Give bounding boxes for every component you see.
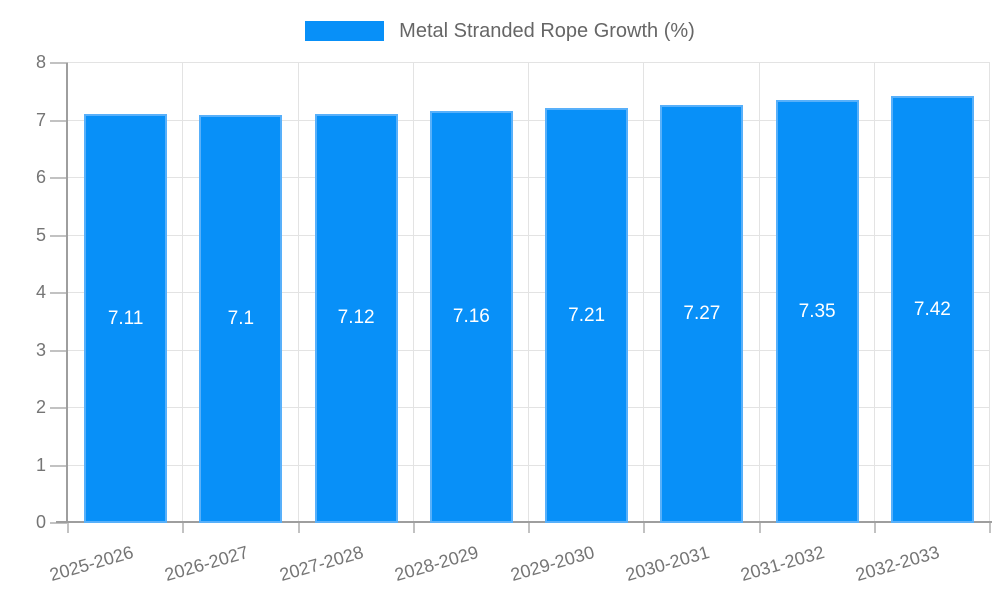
- x-tick-mark: [873, 523, 876, 533]
- x-gridline: [643, 63, 645, 523]
- x-axis-line: [56, 521, 992, 523]
- y-gridline: [68, 292, 990, 293]
- x-gridline: [297, 63, 299, 523]
- bar-value-label: 7.35: [798, 300, 836, 322]
- bar[interactable]: 7.21: [545, 108, 629, 523]
- y-gridline: [68, 62, 990, 63]
- y-tick-mark: [50, 234, 68, 237]
- bar[interactable]: 7.27: [660, 104, 744, 523]
- bar[interactable]: 7.35: [775, 100, 859, 523]
- y-gridline: [68, 119, 990, 121]
- x-tick-mark: [758, 523, 761, 533]
- y-tick-mark: [50, 292, 68, 294]
- x-gridline: [182, 63, 184, 523]
- bar-value-label: 7.1: [227, 307, 255, 329]
- y-axis-line: [66, 63, 68, 523]
- y-tick-mark: [50, 407, 68, 409]
- x-tick-mark: [412, 523, 415, 533]
- y-tick-mark: [50, 62, 68, 64]
- y-gridline: [68, 407, 990, 408]
- x-tick-label: 2031-2032: [738, 542, 827, 585]
- y-tick-label: 0: [35, 512, 46, 532]
- y-tick-label: 7: [35, 109, 46, 130]
- x-tick-label: 2025-2026: [46, 542, 136, 585]
- x-tick-mark: [989, 523, 991, 533]
- x-tick-mark: [182, 523, 185, 533]
- y-tick-label: 4: [35, 282, 46, 302]
- bar[interactable]: 7.11: [84, 114, 168, 523]
- bar-value-label: 7.12: [337, 307, 375, 329]
- bar-value-label: 7.27: [683, 302, 721, 324]
- legend-color-swatch: [305, 21, 385, 41]
- x-tick-mark: [643, 523, 646, 533]
- x-tick-label: 2027-2028: [277, 542, 366, 585]
- y-tick-label: 1: [35, 454, 46, 475]
- y-gridline: [68, 177, 990, 178]
- x-gridline: [412, 63, 414, 523]
- x-tick-label: 2028-2029: [392, 542, 481, 585]
- legend-label: Metal Stranded Rope Growth (%): [399, 20, 695, 42]
- x-tick-mark: [528, 523, 530, 533]
- bar-value-label: 7.11: [107, 307, 144, 329]
- y-tick-label: 8: [35, 52, 46, 72]
- bar[interactable]: 7.42: [890, 96, 974, 523]
- bar[interactable]: 7.16: [429, 111, 513, 523]
- y-gridline: [68, 349, 990, 351]
- x-tick-mark: [297, 523, 300, 533]
- y-tick-mark: [50, 119, 68, 122]
- y-gridline: [68, 234, 990, 236]
- x-tick-label: 2026-2027: [162, 542, 251, 585]
- y-tick-mark: [50, 349, 68, 352]
- bar-value-label: 7.21: [568, 304, 606, 326]
- x-tick-mark: [67, 523, 69, 533]
- y-tick-mark: [50, 177, 68, 179]
- y-tick-label: 3: [35, 339, 46, 360]
- y-tick-mark: [50, 522, 68, 524]
- x-gridline: [758, 63, 760, 523]
- y-tick-mark: [50, 464, 68, 467]
- x-tick-label: 2029-2030: [507, 542, 597, 585]
- y-tick-label: 6: [35, 167, 46, 187]
- y-gridline: [68, 464, 990, 466]
- y-tick-label: 5: [35, 224, 46, 245]
- bar[interactable]: 7.1: [199, 114, 283, 523]
- legend[interactable]: Metal Stranded Rope Growth (%): [0, 20, 1000, 42]
- x-tick-label: 2032-2033: [853, 542, 942, 585]
- y-tick-label: 2: [35, 397, 46, 417]
- x-gridline: [989, 63, 990, 523]
- x-gridline: [873, 63, 875, 523]
- bar-value-label: 7.16: [452, 306, 490, 328]
- bar[interactable]: 7.12: [314, 113, 398, 523]
- x-tick-label: 2030-2031: [623, 542, 712, 585]
- x-gridline: [528, 63, 529, 523]
- bar-value-label: 7.42: [913, 298, 951, 320]
